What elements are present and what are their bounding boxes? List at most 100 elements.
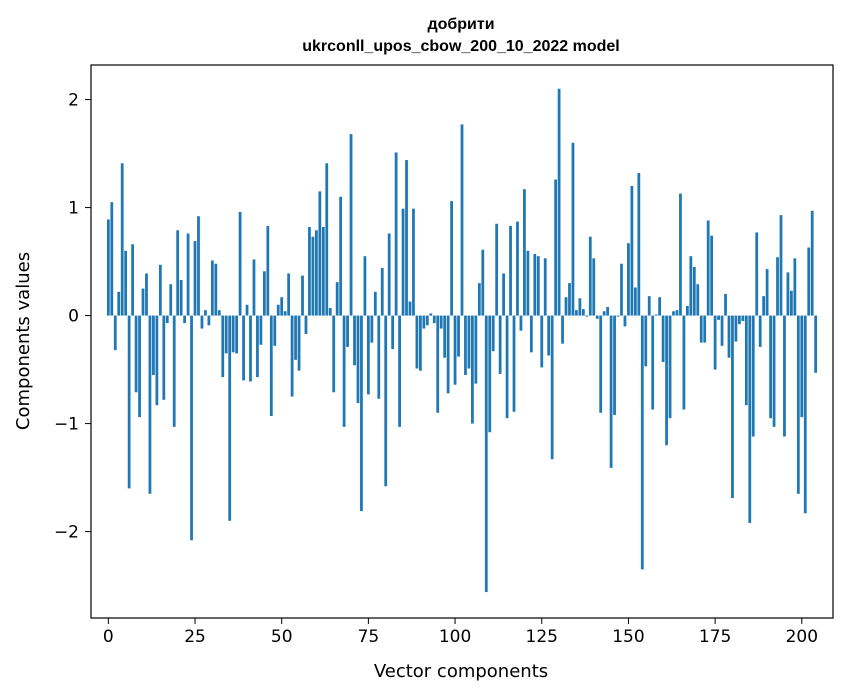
- bar: [446, 315, 450, 394]
- bar: [488, 315, 492, 433]
- bar: [498, 315, 502, 374]
- bar: [595, 315, 599, 319]
- bar: [644, 315, 648, 367]
- y-axis-label: Components values: [13, 252, 34, 430]
- bar: [405, 160, 408, 316]
- bar: [273, 315, 277, 346]
- bar: [578, 298, 582, 316]
- bar: [249, 315, 252, 382]
- bar: [217, 310, 221, 316]
- bar: [651, 315, 655, 410]
- bar: [328, 308, 332, 316]
- bar: [238, 211, 242, 316]
- bar: [394, 152, 398, 316]
- bar: [412, 208, 415, 316]
- bar: [360, 315, 363, 512]
- y-tick-label: −2: [54, 523, 79, 543]
- y-axis-ticks: −2 −1 0 1 2: [54, 91, 91, 543]
- bar: [314, 230, 318, 316]
- bar: [471, 315, 474, 424]
- bar: [124, 250, 128, 316]
- x-tick-label: 125: [526, 627, 558, 647]
- bar: [110, 202, 114, 316]
- bar: [373, 291, 377, 316]
- bar: [585, 315, 589, 317]
- bar: [120, 163, 124, 316]
- bar: [183, 315, 187, 324]
- bar: [366, 315, 370, 395]
- bar: [495, 223, 499, 316]
- bar: [502, 273, 505, 316]
- bar: [533, 254, 537, 316]
- bar: [491, 315, 495, 352]
- bar: [793, 258, 797, 316]
- bar: [304, 315, 308, 334]
- bar: [259, 315, 263, 345]
- bar: [554, 179, 558, 316]
- bar: [127, 315, 131, 489]
- bar: [450, 201, 453, 316]
- bar: [408, 301, 412, 316]
- bar: [540, 315, 544, 368]
- x-tick-label: 175: [699, 627, 731, 647]
- bar: [269, 315, 273, 417]
- bar: [145, 273, 148, 316]
- bar: [748, 315, 752, 523]
- bar: [460, 124, 464, 316]
- bar: [762, 296, 766, 316]
- bar: [297, 315, 301, 371]
- bar: [419, 315, 422, 371]
- bar: [221, 315, 225, 378]
- bar: [765, 269, 769, 316]
- bar: [172, 315, 176, 427]
- bar: [602, 311, 606, 316]
- bar: [627, 243, 630, 316]
- bar: [616, 315, 620, 317]
- bar: [658, 297, 662, 316]
- bar: [245, 304, 249, 316]
- bar: [464, 315, 467, 375]
- bar: [377, 315, 381, 399]
- y-tick-label: 1: [68, 199, 79, 219]
- y-tick-label: 0: [68, 307, 79, 327]
- bar: [484, 315, 488, 593]
- bar: [179, 279, 183, 316]
- bar: [370, 315, 374, 343]
- x-tick-label: 0: [103, 627, 114, 647]
- bar: [106, 219, 110, 316]
- x-tick-label: 50: [271, 627, 293, 647]
- bar: [363, 256, 367, 316]
- bar: [779, 215, 783, 316]
- bar: [197, 216, 200, 316]
- bar: [592, 258, 596, 316]
- bar: [744, 315, 748, 406]
- bar: [758, 315, 762, 347]
- bar: [387, 233, 391, 316]
- bar: [339, 196, 343, 316]
- chart-title-line1: добрити: [427, 16, 494, 33]
- bar: [332, 315, 336, 393]
- bar: [210, 260, 214, 316]
- bar: [276, 304, 280, 316]
- bar: [204, 310, 207, 316]
- bar: [422, 315, 426, 329]
- bar: [391, 315, 395, 350]
- bar: [682, 315, 686, 410]
- bar: [699, 315, 703, 343]
- bars-group: [106, 88, 818, 593]
- bar: [380, 268, 384, 316]
- bar: [675, 310, 679, 316]
- bar: [148, 315, 152, 494]
- bar: [751, 315, 755, 437]
- bar: [550, 315, 554, 460]
- x-tick-label: 200: [786, 627, 818, 647]
- bar: [661, 315, 665, 363]
- bar: [529, 315, 533, 353]
- bar: [346, 315, 349, 347]
- bar: [568, 283, 571, 316]
- bar: [672, 311, 675, 316]
- bar: [113, 315, 117, 351]
- bar: [429, 313, 433, 316]
- bar: [654, 314, 658, 316]
